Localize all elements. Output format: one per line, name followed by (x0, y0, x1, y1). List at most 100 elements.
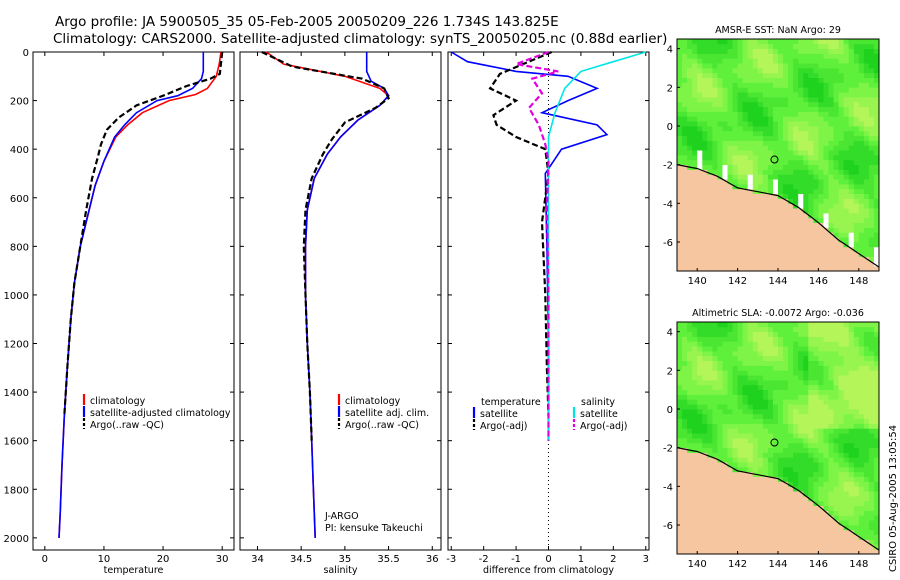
sla_map-cell (742, 471, 749, 477)
sst_map-cell (874, 179, 880, 185)
sst_map-cell (727, 169, 733, 175)
sla_map-cell (773, 341, 779, 347)
sst_map-cell (747, 217, 754, 223)
sla_map-cell (677, 476, 683, 482)
sla_map-cell (813, 394, 819, 400)
sla_map-cell (828, 389, 834, 395)
sla_map-cell (843, 423, 850, 429)
sla_map-cell (874, 500, 880, 506)
sst_map-cell (868, 169, 875, 175)
sst_map-cell (727, 68, 733, 74)
sst_map-cell (717, 251, 723, 257)
sla_map-cell (687, 336, 693, 342)
sst_map-cell (848, 130, 855, 136)
salinity-legend-0-label: climatology (345, 396, 401, 407)
sla_map-cell (757, 491, 764, 497)
sla_map-cell (833, 544, 839, 550)
sla_map-cell (838, 515, 844, 521)
sla_map-cell (762, 355, 769, 361)
sla_map-cell (853, 496, 860, 502)
sla_map-cell (732, 336, 738, 342)
sla_map-cell (874, 341, 880, 347)
sst_map-cell (742, 106, 749, 112)
sst_map-cell (752, 261, 759, 267)
sla_map-cell (727, 520, 733, 526)
sst_map-cell (858, 188, 865, 194)
sla_map-cell (808, 399, 814, 405)
sla_map-cell (823, 418, 829, 424)
sla_map-cell (783, 418, 789, 424)
sst_map-cell (692, 43, 698, 49)
sst_map-cell (868, 92, 875, 98)
sst_map-cell (767, 63, 774, 69)
sla_map-cell (838, 370, 844, 376)
sla_map-cell (798, 467, 804, 473)
sla_map-cell (732, 515, 738, 521)
sst_map-cell (697, 174, 703, 180)
sla_map-cell (783, 322, 789, 328)
sst_map-cell (692, 232, 698, 238)
sla_map-cell (732, 457, 738, 463)
sst_map-cell (727, 82, 733, 88)
sst_map-cell (712, 208, 718, 214)
sla_map-cell (793, 496, 799, 502)
sst_map-cell (762, 101, 769, 107)
sla_map-cell (858, 355, 865, 361)
sla_map-cell (848, 404, 855, 410)
sla_map-cell (747, 380, 754, 386)
sla_map-cell (853, 539, 860, 545)
sst_map-cell (793, 130, 799, 136)
sla_map-cell (818, 351, 824, 357)
sla_map-cell (783, 462, 789, 468)
sst_map-cell (858, 266, 865, 272)
sst_map-cell (838, 232, 844, 238)
sst_map-cell (874, 213, 880, 219)
sla_map-cell (828, 384, 834, 390)
sla_map-cell (823, 341, 829, 347)
sla_map-cell (808, 326, 814, 332)
sla_map-cell (702, 447, 708, 453)
sst_map-cell (687, 111, 693, 117)
sst_map-cell (874, 222, 880, 228)
sla_map-cell (747, 505, 754, 511)
sla_map-cell (757, 355, 764, 361)
sst_map-cell (793, 77, 799, 83)
sst_map-cell (833, 101, 839, 107)
sla_map-cell (843, 384, 850, 390)
sla_map-cell (747, 423, 754, 429)
sst_map-cell (808, 48, 814, 54)
sst_map-cell (773, 77, 779, 83)
sla_map-cell (737, 534, 743, 540)
sst_map-cell (783, 198, 789, 204)
sst_map-cell (747, 126, 754, 132)
sla_map-cell (823, 331, 829, 337)
sst_map-cell (687, 193, 693, 199)
sst_map-cell (757, 246, 764, 252)
sst_map-cell (863, 179, 870, 185)
sst_map-cell (707, 116, 713, 122)
sst_map-cell (722, 222, 728, 228)
sst_map-cell (712, 126, 718, 132)
sla_map-cell (793, 394, 799, 400)
sla_map-cell (793, 341, 799, 347)
sla_map-cell (808, 471, 814, 477)
sst_map-cell (742, 150, 749, 156)
sla_map-cell (682, 375, 688, 381)
sst_map-cell (833, 106, 839, 112)
sst_map-cell (848, 242, 855, 248)
sst_map-cell (717, 198, 723, 204)
sla_map-cell (732, 384, 738, 390)
sla_map-cell (818, 515, 824, 521)
sst_map-cell (793, 82, 799, 88)
sla_map-cell (697, 442, 703, 448)
sst_map-cell (752, 145, 759, 151)
sla_map-cell (717, 375, 723, 381)
sst_map-cell (767, 198, 774, 204)
sla_map-cell (868, 496, 875, 502)
sst_map-x-tick-label: 142 (728, 276, 747, 287)
sla_map-cell (828, 452, 834, 458)
sla_map-cell (762, 467, 769, 473)
sst_map-cell (863, 87, 870, 93)
sla_map-cell (712, 346, 718, 352)
sst_map-cell (833, 111, 839, 117)
